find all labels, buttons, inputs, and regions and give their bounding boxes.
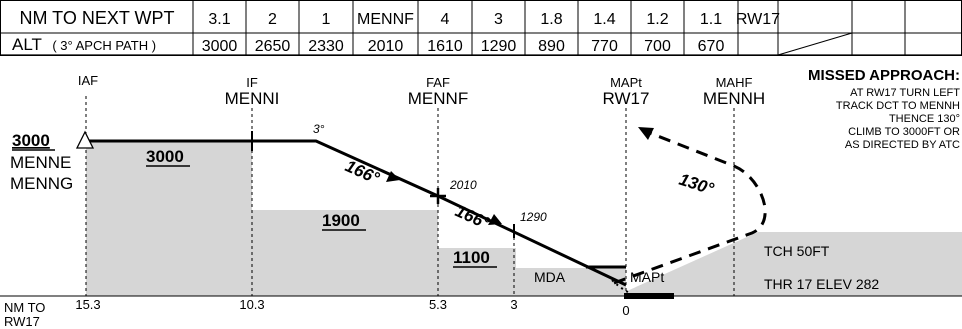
iaf-altitude: 3000	[12, 131, 50, 150]
distance-tick-15-3: 15.3	[75, 297, 100, 312]
approach-path	[88, 139, 627, 287]
iaf-triangle-icon	[75, 130, 95, 149]
distance-axis-label-2: RW17	[4, 314, 40, 329]
table-row2-label-sub: ( 3° APCH PATH )	[52, 38, 156, 53]
fix-labels: IAF IF MENNI FAF MENNF MAPt RW17 MAHF ME…	[78, 73, 765, 108]
course-3: 130°	[677, 170, 717, 199]
segment-altitude-initial: 3000	[146, 147, 184, 166]
distance-cell: 1	[322, 11, 331, 28]
fix-if-name: MENNI	[225, 89, 280, 108]
distance-cell: 1.8	[540, 11, 562, 28]
distance-cell: 3.1	[208, 11, 230, 28]
missed-approach-line-1: AT RW17 TURN LEFT	[850, 87, 960, 99]
altitude-cell: 2010	[368, 38, 404, 55]
distance-axis-label-1: NM TO	[4, 300, 45, 315]
distance-axis: NM TO RW17 15.3 10.3 5.3 3 0	[4, 297, 630, 329]
altitude-cell: 2650	[255, 38, 291, 55]
iaf-name-2: MENNG	[10, 174, 73, 193]
fix-mahf-name: MENNH	[703, 89, 765, 108]
distance-cell: 4	[441, 11, 450, 28]
missed-approach-line-4: CLIMB TO 3000FT OR	[848, 126, 960, 138]
missed-approach-line-5: AS DIRECTED BY ATC	[845, 139, 960, 151]
fix-mapt-name: RW17	[603, 89, 650, 108]
step-altitude-3nm: 1290	[520, 210, 547, 224]
altitude-cell: 2330	[308, 38, 344, 55]
distance-tick-10-3: 10.3	[239, 297, 264, 312]
missed-approach-path	[611, 131, 767, 293]
fix-mahf-role: MAHF	[716, 75, 753, 90]
fix-iaf-role: IAF	[78, 73, 98, 88]
missed-approach-line-3: THENCE 130°	[889, 113, 960, 125]
faf-cross-icon	[430, 188, 446, 204]
distance-tick-5-3: 5.3	[429, 297, 447, 312]
table-row1-label: NM TO NEXT WPT	[19, 8, 174, 28]
altitude-cell: 3000	[202, 38, 238, 55]
distance-cell: MENNF	[357, 11, 414, 28]
path-arrow-1-icon	[386, 171, 400, 182]
segment-altitude-final: 1100	[453, 248, 490, 267]
obstacle-clearance-area	[86, 141, 962, 296]
altitude-cell: 770	[591, 38, 618, 55]
segment-altitude-intermediate: 1900	[322, 211, 360, 230]
missed-approach-line-2: TRACK DCT TO MENNH	[836, 100, 960, 112]
distance-cell: 3	[494, 11, 503, 28]
distance-cell: 1.4	[593, 11, 615, 28]
table-row2-label-main: ALT	[12, 35, 42, 54]
path-arrow-2-icon	[488, 214, 502, 225]
altitude-cell: 890	[538, 38, 565, 55]
missed-approach-arrow-icon	[638, 127, 654, 140]
distance-cell: 1.1	[700, 11, 722, 28]
distance-tick-3: 3	[510, 297, 517, 312]
distance-cell: RW17	[736, 11, 780, 28]
distance-cell: 2	[268, 11, 277, 28]
table-row2-label: ALT ( 3° APCH PATH )	[12, 35, 156, 54]
thr-label: THR 17 ELEV 282	[764, 276, 879, 292]
fix-if-role: IF	[246, 75, 258, 90]
segment-altitudes: 3000 1900 1100	[146, 147, 497, 268]
altitude-cell: 700	[644, 38, 671, 55]
fix-faf-role: FAF	[426, 75, 450, 90]
altitude-cell: 670	[698, 38, 725, 55]
distance-cell: 1.2	[646, 11, 668, 28]
mda-label: MDA	[534, 269, 566, 285]
course-2: 166°	[452, 201, 492, 233]
iaf-name-1: MENNE	[10, 153, 71, 172]
fix-faf-name: MENNF	[408, 89, 468, 108]
tch-label: TCH 50FT	[764, 243, 830, 259]
altitude-cell: 1290	[481, 38, 517, 55]
distance-tick-0: 0	[622, 303, 629, 318]
missed-approach-text: MISSED APPROACH: AT RW17 TURN LEFT TRACK…	[808, 67, 960, 151]
step-altitude-faf: 2010	[449, 178, 477, 192]
fix-mapt-role: MAPt	[610, 75, 642, 90]
mapt-label: MAPt	[630, 269, 664, 285]
course-1: 166°	[342, 156, 382, 188]
missed-approach-title: MISSED APPROACH:	[808, 67, 960, 84]
distance-altitude-table: NM TO NEXT WPT ALT ( 3° APCH PATH ) 3.1 2…	[0, 0, 962, 56]
iaf-block: 3000 MENNE MENNG	[10, 131, 73, 193]
glide-angle: 3°	[313, 122, 325, 136]
altitude-cell: 1610	[427, 38, 463, 55]
runway	[624, 293, 674, 299]
